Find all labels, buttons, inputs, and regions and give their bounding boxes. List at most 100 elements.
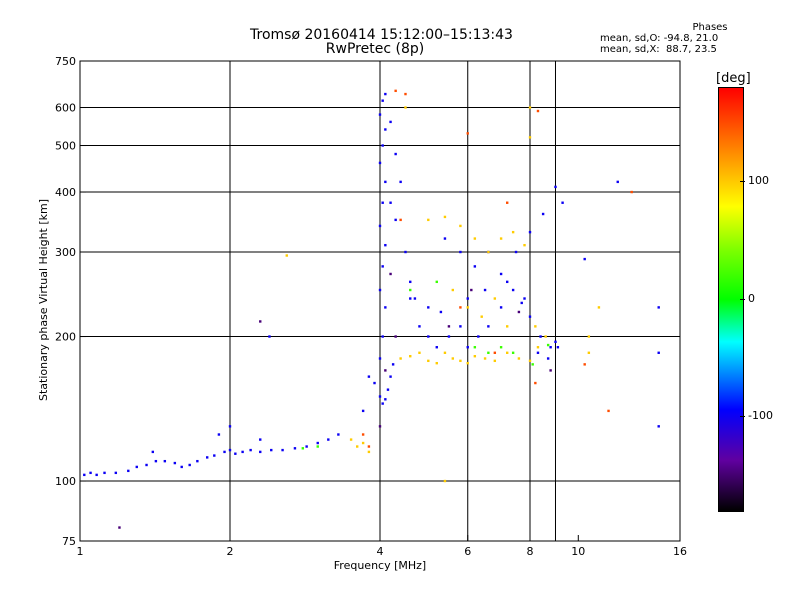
data-point: [587, 335, 591, 338]
data-point: [381, 402, 384, 405]
data-point: [505, 325, 509, 328]
data-point: [657, 351, 660, 354]
phases-line-o: mean, sd,O: -94.8, 21.0: [600, 33, 719, 44]
data-point: [483, 357, 487, 360]
data-point: [373, 381, 376, 385]
data-point: [337, 433, 340, 436]
x-tick-label: 2: [227, 545, 234, 558]
colorbar-unit-label: [deg]: [716, 71, 751, 86]
data-point: [514, 250, 518, 254]
data-point: [135, 465, 138, 469]
data-point: [367, 375, 371, 378]
x-tick-label: 8: [527, 545, 534, 558]
data-point: [470, 288, 473, 292]
data-point: [361, 433, 365, 436]
data-point: [361, 409, 365, 413]
data-point: [399, 357, 402, 360]
data-point: [505, 280, 509, 284]
data-point: [95, 473, 98, 477]
data-point: [394, 89, 397, 93]
data-point: [459, 250, 462, 254]
data-point: [367, 450, 371, 454]
data-point: [499, 237, 503, 240]
data-point: [520, 301, 523, 305]
data-point: [418, 325, 421, 328]
data-point: [554, 340, 557, 344]
data-point: [435, 361, 438, 365]
data-point: [394, 152, 397, 156]
colorbar-tick-mark: [740, 298, 745, 300]
data-point: [528, 359, 532, 363]
y-tick-label: 300: [55, 246, 76, 259]
data-point: [83, 473, 86, 477]
data-point: [499, 272, 503, 276]
data-point: [534, 325, 537, 328]
y-tick-label: 400: [55, 186, 76, 199]
data-point: [270, 448, 273, 452]
data-point: [384, 92, 387, 96]
data-point: [427, 306, 430, 309]
data-point: [399, 180, 402, 184]
data-point: [466, 306, 469, 309]
data-point: [583, 257, 586, 261]
data-point: [523, 297, 526, 300]
data-point: [89, 471, 92, 475]
data-point: [473, 265, 477, 268]
data-point: [443, 479, 447, 483]
x-axis-ticks: 1 2 4 6 8 10 16: [77, 535, 687, 558]
data-point: [447, 325, 451, 328]
data-point: [118, 526, 121, 529]
data-point: [384, 306, 387, 309]
data-point: [466, 346, 469, 349]
y-tick-label: 500: [55, 140, 76, 153]
data-point: [418, 351, 421, 354]
data-point: [511, 288, 515, 292]
data-point: [378, 224, 382, 228]
data-point: [549, 346, 552, 349]
colorbar-tick-mark: [740, 181, 745, 182]
data-point: [378, 425, 382, 428]
data-point: [259, 450, 262, 454]
data-point: [427, 359, 430, 363]
data-point: [404, 250, 407, 254]
data-point: [389, 375, 392, 378]
data-point: [539, 335, 542, 338]
data-point: [381, 201, 384, 204]
data-point: [435, 346, 438, 349]
data-point: [587, 351, 591, 354]
data-point: [528, 136, 532, 139]
y-tick-label: 750: [55, 55, 76, 68]
data-points: [83, 89, 660, 529]
data-point: [459, 224, 462, 228]
data-point: [301, 447, 305, 450]
data-point: [517, 357, 521, 360]
data-point: [404, 92, 407, 96]
data-point: [487, 325, 490, 328]
data-point: [473, 354, 477, 358]
x-tick-label: 1: [77, 545, 84, 558]
data-point: [459, 359, 462, 363]
data-point: [180, 465, 183, 469]
data-point: [378, 357, 382, 360]
data-point: [205, 456, 209, 459]
x-tick-label: 6: [464, 545, 471, 558]
data-point: [381, 335, 384, 338]
colorbar-tick-label: 100: [748, 174, 769, 187]
data-point: [384, 369, 387, 372]
data-point: [549, 369, 552, 372]
data-point: [213, 454, 216, 457]
data-point: [505, 351, 509, 354]
data-point: [536, 109, 540, 113]
data-point: [103, 471, 106, 475]
data-point: [435, 280, 438, 284]
data-point: [409, 280, 412, 284]
data-point: [477, 335, 480, 338]
phases-summary: Phases mean, sd,O: -94.8, 21.0 mean, sd,…: [600, 22, 790, 55]
data-point: [378, 113, 382, 116]
data-point: [127, 469, 130, 473]
phases-line-x: mean, sd,X: 88.7, 23.5: [600, 44, 717, 55]
data-point: [389, 272, 392, 276]
phases-heading: Phases: [692, 22, 728, 33]
data-point: [384, 398, 387, 401]
data-point: [480, 315, 483, 318]
